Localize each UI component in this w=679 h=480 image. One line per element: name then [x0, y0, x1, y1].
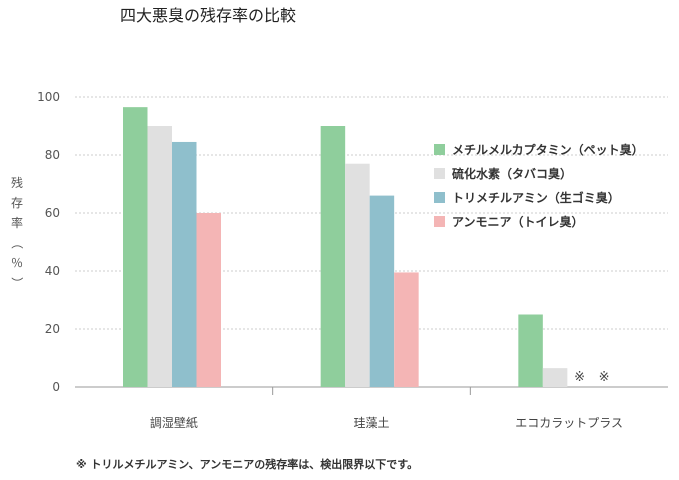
chart-title: 四大悪臭の残存率の比較: [120, 6, 296, 25]
y-label-char: 存: [11, 196, 23, 210]
y-axis-label: 残存率 （ ％ ）: [10, 176, 24, 289]
bar-3-1: [518, 314, 543, 387]
x-tick-1: 調湿壁紙: [150, 415, 198, 430]
legend: メチルメルカプタミン（ペット臭） 硫化水素（タバコ臭） トリメチルアミン（生ゴミ臭）…: [434, 142, 644, 229]
y-tick-20: 20: [45, 322, 60, 336]
y-label-char: 率: [11, 215, 23, 230]
footnote: ※ トリルメチルアミン、アンモニアの残存率は、検出限界以下です。: [76, 457, 418, 471]
legend-swatch-3: [434, 192, 445, 203]
y-label-char: ％: [11, 256, 23, 270]
y-label-char: ）: [10, 277, 24, 289]
legend-label-4: アンモニア（トイレ臭）: [452, 214, 584, 229]
bar-1-3: [172, 141, 197, 387]
annotations: ※ ※: [574, 370, 609, 385]
x-tick-2: 珪藻土: [353, 416, 389, 430]
bar-1-4: [196, 213, 221, 387]
bar-1-2: [147, 126, 172, 387]
y-tick-0: 0: [52, 380, 60, 394]
y-label-char: 残: [11, 176, 23, 190]
legend-swatch-4: [434, 216, 445, 227]
bars: [123, 107, 568, 388]
bar-2-4: [394, 272, 419, 387]
bar-3-2: [542, 368, 568, 387]
bar-2-2: [345, 163, 370, 387]
bar-2-1: [320, 126, 346, 387]
legend-label-2: 硫化水素（タバコ臭）: [452, 166, 572, 181]
legend-swatch-1: [434, 144, 445, 155]
annotation-mark-2: ※: [599, 370, 610, 385]
legend-label-1: メチルメルカプタミン（ペット臭）: [452, 142, 644, 157]
y-label-char: （: [10, 237, 24, 249]
bar-1-1: [123, 107, 148, 388]
annotation-mark-1: ※: [574, 370, 585, 385]
legend-swatch-2: [434, 168, 445, 179]
y-tick-100: 100: [37, 90, 60, 104]
y-tick-80: 80: [45, 148, 60, 162]
y-tick-labels: 0 20 40 60 80 100: [37, 90, 60, 394]
y-tick-40: 40: [45, 264, 60, 278]
x-tick-labels: 調湿壁紙 珪藻土 エコカラットプラス: [150, 415, 623, 430]
legend-label-3: トリメチルアミン（生ゴミ臭）: [452, 190, 620, 205]
x-tick-3: エコカラットプラス: [515, 416, 623, 430]
y-tick-60: 60: [45, 206, 60, 220]
bar-2-3: [369, 195, 395, 387]
